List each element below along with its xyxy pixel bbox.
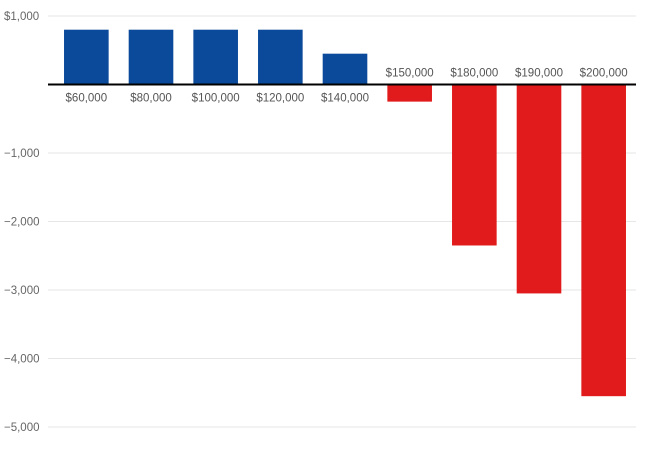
category-label: $150,000 [386,68,434,80]
bar [258,29,303,85]
category-label: $100,000 [192,93,240,105]
category-label: $200,000 [580,68,628,80]
y-tick-label: −4,000 [4,354,40,366]
bar [193,29,238,85]
bars [64,29,626,397]
category-labels: $60,000 $80,000 $100,000 $120,000 $140,000 $1… [66,68,628,105]
category-label: $180,000 [450,68,498,80]
bar [322,53,368,85]
y-tick-label: −1,000 [4,148,40,160]
category-label: $120,000 [256,93,304,105]
gridlines [48,15,636,428]
category-label: $140,000 [321,93,369,105]
category-label: $80,000 [130,93,172,105]
bar [581,84,626,397]
category-label: $190,000 [515,68,563,80]
y-tick-label: −3,000 [4,285,40,297]
y-tick-label: −2,000 [4,217,40,229]
bar [64,29,109,85]
bar [516,84,562,294]
y-tick-label: −5,000 [4,422,40,434]
bar [452,84,497,246]
bar [387,84,432,102]
y-tick-label: $1,000 [4,11,39,23]
bar [128,29,174,85]
y-axis-tick-labels: $1,000 −1,000 −2,000 −3,000 −4,000 −5,000 [4,11,40,434]
category-label: $60,000 [66,93,108,105]
